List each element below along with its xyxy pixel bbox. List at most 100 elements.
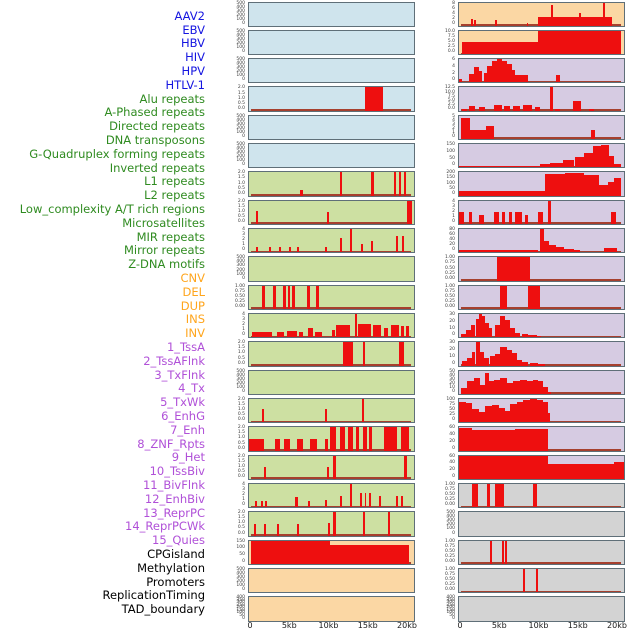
y-tick-label: 2.0 (237, 198, 245, 204)
signal-bar (480, 384, 486, 394)
y-tick-label: 1.0 (237, 435, 245, 441)
y-tick-label: 5 (452, 113, 455, 119)
track-panel-HTLV-1 (248, 143, 415, 169)
signal-bar (526, 23, 529, 26)
y-tick-label: 300 (236, 600, 245, 606)
signal-bar (465, 330, 471, 338)
signal-bar (260, 501, 263, 508)
y-tick-label: 0.5 (237, 440, 245, 446)
signal-bar (511, 352, 517, 366)
signal-bar (462, 42, 539, 55)
signal-bar (548, 245, 556, 253)
y-tick-label: 2.0 (237, 396, 245, 402)
track-panel-2_TssAFlnk (458, 86, 625, 112)
signal-bar (604, 247, 618, 253)
y-tick-label: 400 (446, 514, 455, 520)
row-label-ReplicationTiming: ReplicationTiming (102, 588, 206, 603)
signal-bar (339, 427, 345, 451)
row-label-L1 repeats: L1 repeats (144, 174, 205, 189)
y-tick-label: 500 (236, 368, 245, 374)
y-tick-label: 200 (236, 12, 245, 18)
signal-bar (384, 328, 388, 338)
track-panel-INV (458, 29, 625, 56)
row-label-HPV: HPV (181, 64, 205, 78)
signal-bar (348, 427, 353, 451)
y-axis-A-Phased repeats: 2.0 1.5 1.0 0.5 0.0 (224, 198, 246, 225)
y-tick-label: 0 (452, 360, 455, 366)
y-axis-5_TxWk: 200 150 100 50 0 (434, 171, 456, 196)
y-tick-label: 500 (446, 510, 455, 516)
signal-bar (372, 324, 381, 338)
y-axis-L2 repeats: 500 400 300 200 100 0 (224, 368, 246, 395)
track-panel-DNA transposons (248, 256, 415, 282)
y-tick-label: 0.0 (447, 105, 455, 111)
y-axis-Directed repeats: 43210 (224, 228, 246, 253)
signal-bar (521, 333, 529, 338)
x-tick-label-left-20kb: 20kb (397, 621, 417, 630)
row-label-Microsatellites: Microsatellites (122, 215, 205, 230)
signal-bar (550, 5, 553, 26)
y-tick-label: 150 (446, 607, 455, 613)
y-tick-label: 1.0 (237, 407, 245, 413)
track-panel-Alu repeats (248, 171, 415, 197)
signal-bar (349, 229, 353, 253)
y-tick-label: 0.00 (444, 303, 455, 309)
y-tick-label: 20 (449, 242, 455, 248)
y-tick-label: 0 (452, 20, 455, 26)
y-tick-label: 0.50 (444, 265, 455, 271)
y-tick-label: 0.75 (444, 543, 455, 549)
signal-bar (487, 66, 492, 83)
signal-bar (516, 402, 524, 423)
signal-bar (539, 229, 544, 253)
signal-bar (525, 215, 529, 225)
y-tick-label: 30 (449, 376, 455, 382)
y-tick-label: 300 (446, 600, 455, 606)
track-panel-8_ZNF_Rpts (458, 256, 625, 282)
signal-bar (324, 409, 327, 423)
y-tick-label: 100 (446, 180, 455, 186)
y-tick-label: 0 (242, 275, 245, 281)
signal-bar (589, 109, 595, 111)
signal-bar (534, 107, 540, 111)
signal-bar (610, 212, 616, 225)
track-panel-12_EnhBiv (458, 369, 625, 395)
signal-bar (584, 175, 600, 196)
y-axis-ReplicationTiming: 1.00 0.75 0.50 0.25 0.00 (434, 567, 456, 593)
y-tick-label: 0.5 (237, 213, 245, 219)
signal-bar (255, 211, 258, 225)
y-tick-label: 1.5 (237, 90, 245, 96)
signal-bar (300, 189, 303, 196)
row-label-Z-DNA motifs: Z-DNA motifs (128, 257, 205, 272)
signal-bar (543, 240, 549, 253)
signal-bar (488, 249, 502, 253)
y-axis-EBV: 500 400 300 200 100 0 (224, 29, 246, 55)
row-label-DUP: DUP (180, 298, 205, 313)
signal-bar (343, 342, 353, 366)
y-tick-label: 0 (452, 190, 455, 196)
signal-baseline (250, 250, 411, 253)
signal-bar (501, 61, 507, 83)
signal-bar (268, 246, 271, 253)
track-panel-L2 repeats (248, 369, 415, 395)
signal-bar (472, 430, 496, 451)
signal-baseline (250, 364, 411, 366)
signal-baseline (460, 137, 621, 140)
y-axis-Low_complexity A/T rich regions: 2.0 1.5 1.0 0.5 0.0 (224, 396, 246, 423)
signal-bar (548, 412, 550, 423)
y-tick-label: 0.5 (237, 412, 245, 418)
y-tick-label: 400 (236, 4, 245, 10)
y-tick-label: 0.25 (444, 553, 455, 559)
y-axis-Inverted repeats: 43210 (224, 312, 246, 338)
y-tick-label: 300 (236, 8, 245, 14)
signal-bar (528, 334, 537, 338)
track-panel-AAV2 (248, 1, 415, 27)
signal-bar (538, 381, 544, 394)
y-tick-label: 100 (236, 271, 245, 277)
signal-bar (523, 400, 530, 423)
signal-bar (614, 163, 621, 168)
signal-bar (295, 496, 299, 508)
signal-bar (475, 250, 489, 253)
track-panel-5_TxWk (458, 171, 625, 197)
